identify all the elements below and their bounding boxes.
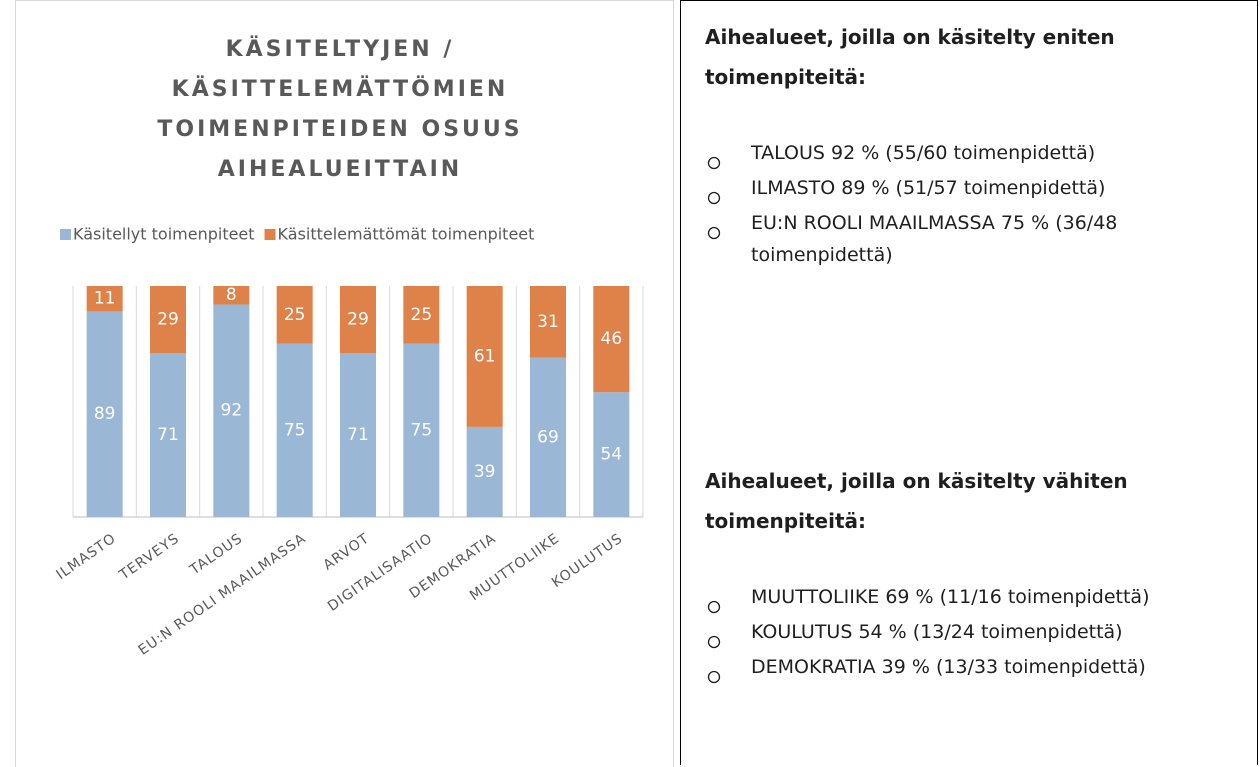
text-box: Aihealueet, joilla on käsitelty eniten t…: [680, 0, 1258, 765]
bar-segment: [466, 286, 503, 427]
chart-title: KÄSITELTYJEN /: [226, 36, 455, 62]
data-label: 31: [537, 312, 559, 332]
data-label: 54: [601, 445, 623, 465]
legend-label: Käsitellyt toimenpiteet: [73, 225, 255, 244]
bar-segment: [593, 286, 630, 393]
list-item: TALOUS 92 % (55/60 toimenpidettä): [705, 137, 1231, 170]
section-heading: Aihealueet, joilla on käsitelty vähiten …: [705, 469, 1128, 533]
data-label: 61: [474, 346, 496, 366]
data-label: 71: [157, 425, 179, 445]
bar-segment: [213, 304, 250, 517]
bar-segment: [213, 286, 250, 305]
section-heading: Aihealueet, joilla on käsitelty eniten t…: [705, 25, 1115, 89]
bar-segment: [403, 286, 440, 344]
data-label: 25: [284, 305, 306, 325]
bullet: [707, 218, 721, 250]
bar-segment: [340, 286, 376, 353]
chart-title: AIHEALUEITTAIN: [218, 157, 462, 182]
item-text: KOULUTUS 54 % (13/24 toimenpidettä): [751, 621, 1123, 643]
data-label: 25: [411, 305, 433, 325]
data-label: 71: [347, 425, 369, 445]
chart: KÄSITELTYJEN / KÄSITTELEMÄTTÖMIEN TOIMENPI…: [15, 0, 674, 767]
bullet: [707, 627, 721, 659]
list-item: ILMASTO 89 % (51/57 toimenpidettä): [705, 172, 1231, 205]
data-label: 8: [226, 285, 237, 305]
section: Aihealueet, joilla on käsitelty vähiten …: [705, 461, 1245, 686]
bar-segment: [340, 352, 376, 517]
bar-segment: [466, 426, 503, 517]
item-text: EU:N ROOLI MAAILMASSA 75 % (36/48 toimen…: [751, 212, 1118, 266]
item-text: TALOUS 92 % (55/60 toimenpidettä): [751, 142, 1096, 164]
data-label: 75: [411, 420, 433, 440]
data-label: 11: [94, 289, 116, 309]
legend-label: Käsittelemättömät toimenpiteet: [278, 225, 535, 244]
chart-title: KÄSITTELEMÄTTÖMIEN: [172, 76, 509, 102]
bar-segment: [276, 286, 313, 344]
bar-segment: [276, 343, 313, 517]
bar-segment: [86, 286, 123, 312]
list-item: DEMOKRATIA 39 % (13/33 toimenpidettä): [705, 651, 1231, 684]
bar-segment: [530, 357, 566, 517]
section: Aihealueet, joilla on käsitelty eniten t…: [705, 17, 1245, 274]
bar-segment: [86, 311, 123, 517]
bullet: [707, 183, 721, 215]
list-item: KOULUTUS 54 % (13/24 toimenpidettä): [705, 616, 1231, 649]
data-label: 69: [537, 427, 559, 447]
bar-segment: [150, 352, 186, 517]
item-text: ILMASTO 89 % (51/57 toimenpidettä): [751, 177, 1106, 199]
data-label: 29: [347, 309, 369, 329]
legend-swatch: [264, 229, 276, 240]
bar-segment: [403, 343, 440, 517]
bar-segment: [593, 392, 630, 517]
item-text: MUUTTOLIIKE 69 % (11/16 toimenpidettä): [751, 586, 1150, 608]
bar-segment: [150, 286, 186, 353]
bullet: [707, 148, 721, 180]
list-item: MUUTTOLIIKE 69 % (11/16 toimenpidettä): [705, 581, 1231, 614]
bullet: [707, 662, 721, 694]
legend-swatch: [60, 229, 71, 240]
data-label: 29: [157, 309, 179, 329]
bullet: [707, 592, 721, 624]
data-label: 75: [284, 420, 306, 440]
item-text: DEMOKRATIA 39 % (13/33 toimenpidettä): [751, 656, 1146, 678]
list-item: EU:N ROOLI MAAILMASSA 75 % (36/48 toimen…: [705, 207, 1231, 271]
data-label: 46: [601, 329, 623, 349]
chart-title: TOIMENPITEIDEN OSUUS: [157, 117, 522, 142]
data-label: 89: [94, 404, 116, 424]
bar-segment: [530, 286, 566, 358]
data-label: 39: [474, 462, 496, 482]
data-label: 92: [221, 401, 243, 421]
